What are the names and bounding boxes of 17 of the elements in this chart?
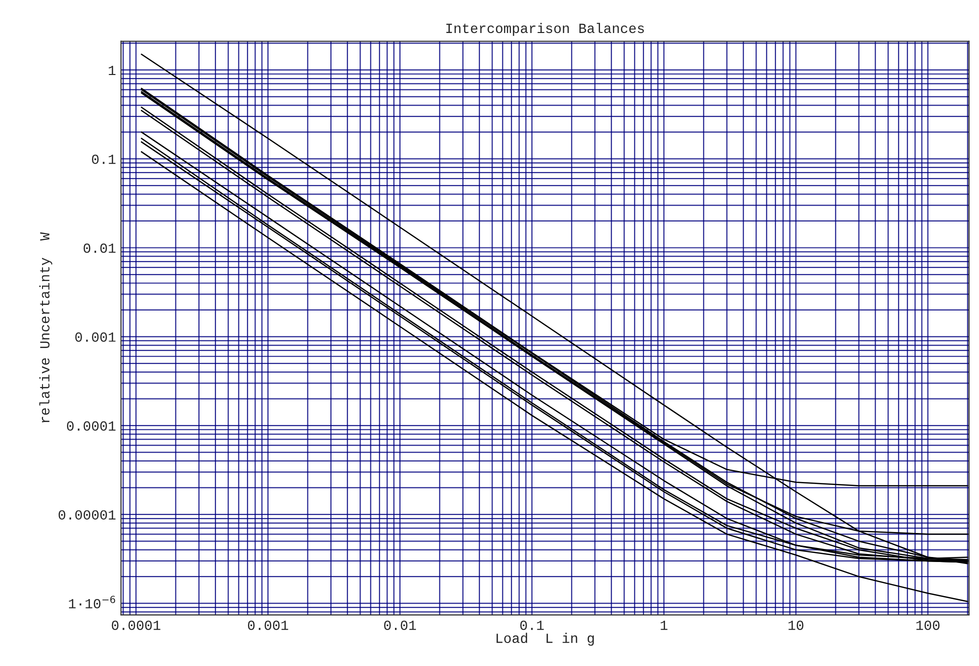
y-tick-label: 0.0001 xyxy=(66,421,116,431)
y-tick-label: 0.001 xyxy=(75,332,116,342)
y-axis-title: relative Uncertainty W xyxy=(39,232,52,422)
x-tick-label: 0.0001 xyxy=(112,620,160,630)
chart-title: Intercomparison Balances xyxy=(446,22,644,36)
x-axis-title: Load L in g xyxy=(496,632,594,646)
y-tick-label: 1 xyxy=(108,66,116,75)
x-tick-label: 10 xyxy=(788,620,804,630)
y-tick-label: 0.01 xyxy=(84,243,116,253)
x-tick-label: 0.1 xyxy=(520,620,544,630)
x-tick-label: 100 xyxy=(916,620,940,630)
y-tick-label: 0.00001 xyxy=(58,510,116,520)
x-tick-label: 1 xyxy=(660,620,668,630)
x-tick-label: 0.01 xyxy=(384,620,416,630)
x-tick-label: 0.001 xyxy=(248,620,288,630)
y-tick-label: 1·10$^{−6}$ xyxy=(68,596,116,608)
y-tick-label: 0.1 xyxy=(92,154,116,164)
